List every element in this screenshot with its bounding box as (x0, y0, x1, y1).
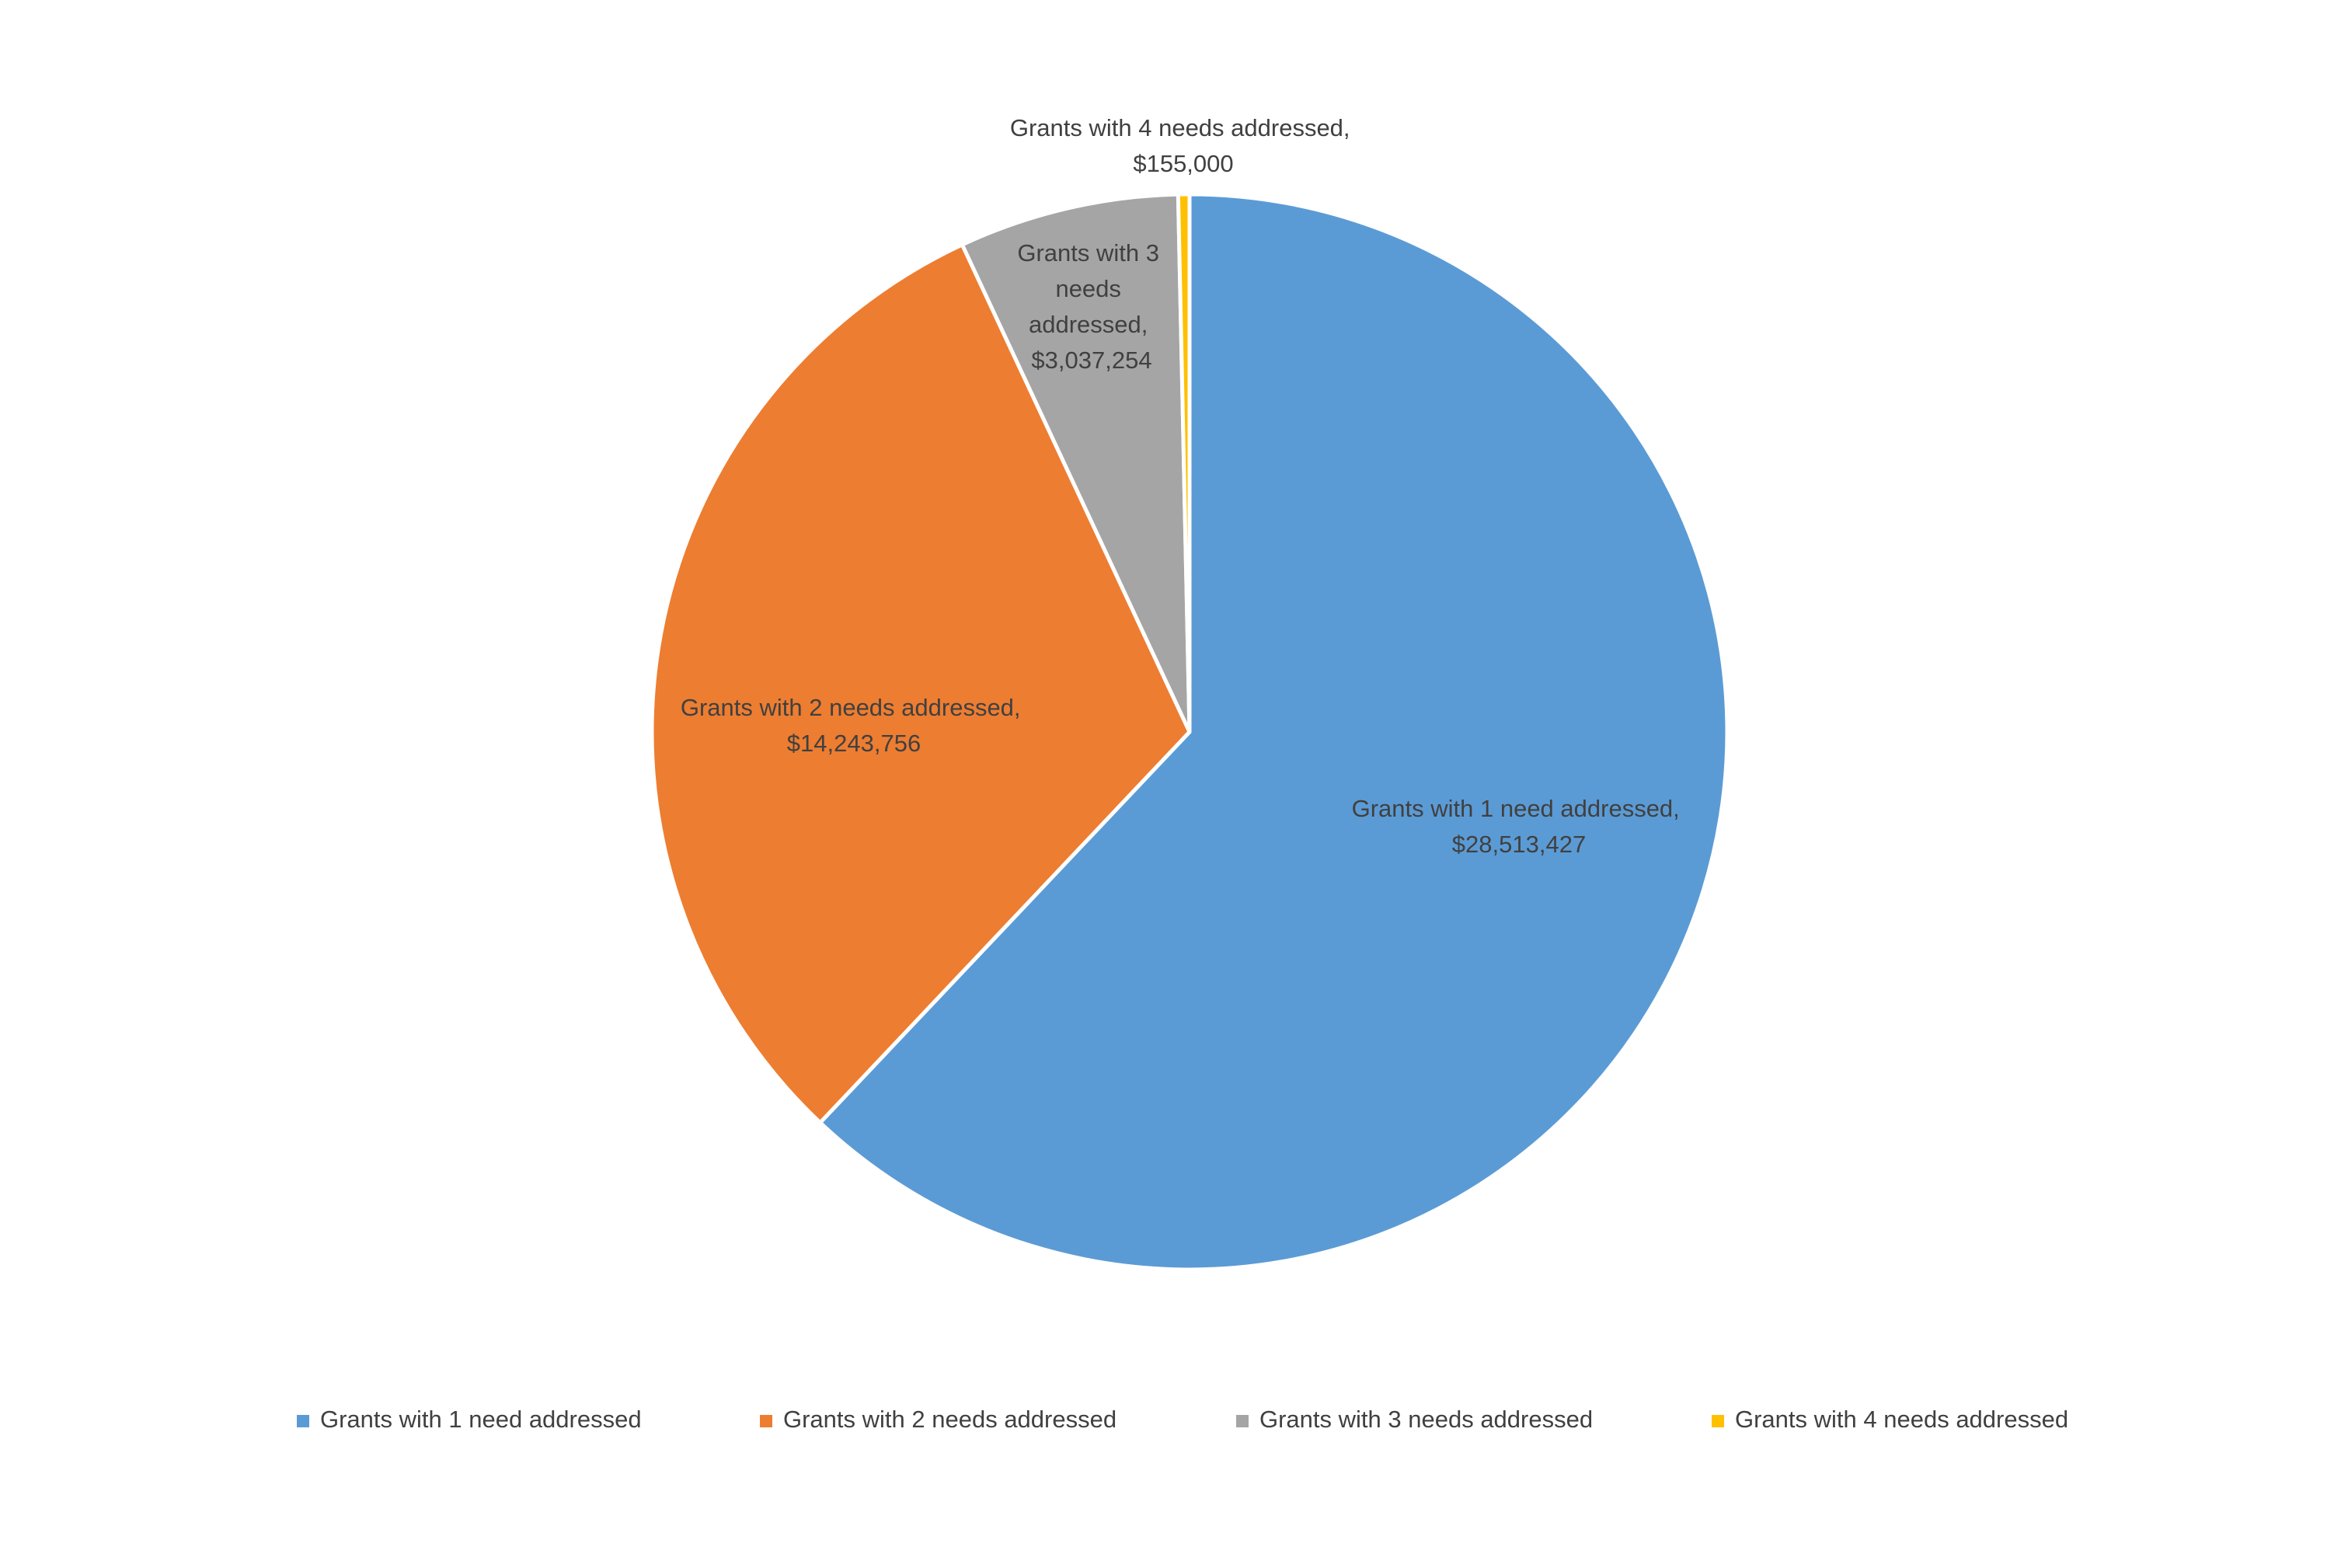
data-label: Grants with 2 needs addressed, $14,243,7… (681, 694, 1027, 757)
pie-slice (818, 192, 1730, 1272)
legend-swatch (1236, 1415, 1249, 1427)
legend-swatch (297, 1415, 309, 1427)
data-label: Grants with 4 needs addressed, $155,000 (1010, 114, 1357, 177)
pie-slice (1176, 192, 1192, 734)
data-label: Grants with 3 needs addressed, $3,037,25… (1017, 239, 1165, 374)
legend-swatch (1712, 1415, 1724, 1427)
legend-label: Grants with 4 needs addressed (1735, 1406, 2068, 1433)
data-label: Grants with 1 need addressed, $28,513,42… (1352, 795, 1687, 858)
legend-label: Grants with 3 needs addressed (1259, 1406, 1593, 1433)
pie-slice (650, 242, 1192, 1125)
legend-label: Grants with 2 needs addressed (783, 1406, 1117, 1433)
legend-swatch (760, 1415, 772, 1427)
pie-slice (960, 192, 1192, 734)
legend-label: Grants with 1 need addressed (320, 1406, 642, 1433)
